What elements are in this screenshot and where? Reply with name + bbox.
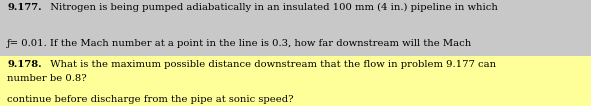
Text: number be 0.8?: number be 0.8? xyxy=(7,74,87,83)
Text: What is the maximum possible distance downstream that the flow in problem 9.177 : What is the maximum possible distance do… xyxy=(44,60,496,69)
Text: 9.177.: 9.177. xyxy=(7,3,42,12)
Text: ƒ= 0.01. If the Mach number at a point in the line is 0.3, how far downstream wi: ƒ= 0.01. If the Mach number at a point i… xyxy=(7,39,472,48)
Bar xyxy=(0,56,591,106)
Text: Nitrogen is being pumped adiabatically in an insulated 100 mm (4 in.) pipeline i: Nitrogen is being pumped adiabatically i… xyxy=(44,3,498,12)
Text: 9.178.: 9.178. xyxy=(7,60,42,69)
Text: continue before discharge from the pipe at sonic speed?: continue before discharge from the pipe … xyxy=(7,95,294,104)
